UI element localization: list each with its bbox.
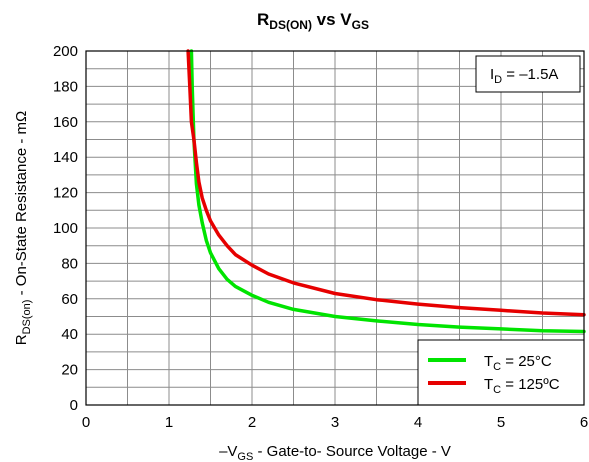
y-tick-label: 0 bbox=[70, 397, 78, 414]
y-tick-label: 140 bbox=[53, 149, 78, 166]
x-tick-label: 6 bbox=[580, 414, 588, 431]
y-tick-label: 160 bbox=[53, 114, 78, 131]
annotation-box: ID = –1.5A bbox=[475, 55, 581, 93]
x-tick-label: 1 bbox=[165, 414, 173, 431]
legend-box bbox=[417, 339, 585, 406]
y-axis-label: RDS(on) - On-State Resistance - mΩ bbox=[13, 111, 33, 345]
y-tick-label: 200 bbox=[53, 43, 78, 60]
y-tick-label: 20 bbox=[61, 362, 78, 379]
y-tick-label: 100 bbox=[53, 220, 78, 237]
x-axis-label: –VGS - Gate-to- Source Voltage - V bbox=[219, 443, 451, 462]
annotation-text: ID = –1.5A bbox=[490, 66, 558, 86]
legend-label-25c: TC = 25°C bbox=[484, 353, 552, 373]
legend-label-125c: TC = 125ºC bbox=[484, 376, 560, 396]
chart-title: RDS(ON) vs VGS bbox=[257, 10, 369, 32]
x-tick-label: 3 bbox=[331, 414, 339, 431]
y-tick-label: 40 bbox=[61, 326, 78, 343]
x-tick-label: 4 bbox=[414, 414, 422, 431]
y-tick-label: 120 bbox=[53, 185, 78, 202]
x-tick-label: 5 bbox=[497, 414, 505, 431]
series-line-25c bbox=[189, 49, 586, 334]
plot-border bbox=[85, 50, 585, 406]
series-line-125c bbox=[186, 49, 586, 317]
x-tick-label: 0 bbox=[82, 414, 90, 431]
y-tick-label: 60 bbox=[61, 291, 78, 308]
legend: TC = 25°C TC = 125ºC bbox=[417, 339, 585, 406]
x-tick-label: 2 bbox=[248, 414, 256, 431]
y-tick-label: 180 bbox=[53, 78, 78, 95]
series-layer bbox=[186, 49, 586, 334]
y-tick-label: 80 bbox=[61, 255, 78, 272]
